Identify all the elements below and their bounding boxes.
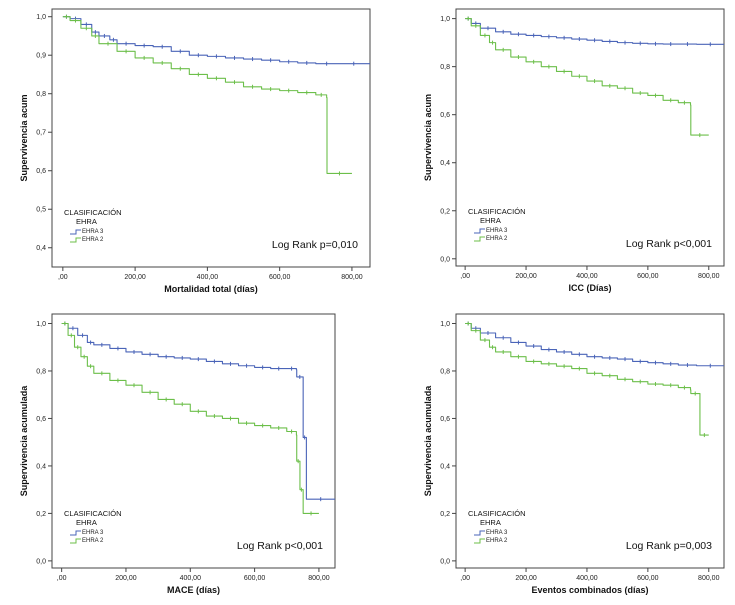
x-tick-label: 600,00	[637, 273, 659, 280]
x-tick-label: 800,00	[308, 575, 330, 582]
legend-swatch	[474, 538, 485, 544]
plot-frame	[51, 8, 371, 268]
log-rank-annotation: Log Rank p<0,001	[626, 238, 712, 250]
x-tick-label: ,00	[57, 575, 67, 582]
plot-frame	[51, 313, 336, 569]
x-tick-label: 400,00	[576, 273, 598, 280]
y-tick-label: 0,0	[440, 558, 450, 565]
legend-label: EHRA 2	[82, 237, 104, 243]
x-tick-label: 600,00	[637, 575, 659, 582]
series-line-ehra-3	[61, 322, 335, 500]
legend-label: EHRA 3	[82, 229, 104, 235]
y-tick-label: 0,4	[440, 463, 450, 470]
legend-swatch	[474, 228, 485, 234]
legend-swatch	[70, 530, 81, 536]
legend-swatch	[70, 237, 81, 243]
x-tick-label: ,00	[460, 273, 470, 280]
series-line-ehra-3	[465, 322, 724, 367]
y-axis-title: Supervivencia acum	[423, 94, 433, 181]
km-chart-2: 0,0 0,2 0,4 0,6 0,8 1,0 ,00 200,00 400,00 600,00 8…	[423, 8, 725, 293]
legend-label: EHRA 2	[486, 236, 508, 242]
legend-title: EHRA	[76, 518, 97, 527]
km-chart-1: 0,4 0,5 0,6 0,7 0,8 0,9 1,0 ,00 200,00 400,00 600,…	[19, 8, 371, 294]
series-line-ehra-2	[465, 18, 709, 136]
legend-label: EHRA 3	[486, 530, 508, 536]
series-line-ehra-2	[61, 322, 319, 514]
y-tick-label: 0,9	[36, 53, 46, 60]
x-tick-label: ,00	[460, 575, 470, 582]
y-axis-title: Supervivencia acumulada	[19, 385, 29, 497]
y-tick-label: 1,0	[36, 14, 46, 21]
y-tick-label: 0,4	[36, 245, 46, 252]
y-axis-title: Supervivencia acumulada	[423, 385, 433, 497]
log-rank-annotation: Log Rank p=0,010	[272, 239, 358, 251]
y-tick-label: 0,6	[36, 168, 46, 175]
x-tick-label: 400,00	[197, 274, 219, 281]
x-tick-label: 200,00	[124, 274, 146, 281]
y-tick-label: 1,0	[36, 321, 46, 328]
x-tick-label: 600,00	[244, 575, 266, 582]
y-tick-label: 0,6	[440, 416, 450, 423]
y-tick-label: 0,0	[440, 256, 450, 263]
y-tick-label: 0,4	[440, 160, 450, 167]
x-tick-label: 200,00	[115, 575, 137, 582]
y-tick-label: 1,0	[440, 321, 450, 328]
km-chart-3: 0,0 0,2 0,4 0,6 0,8 1,0 ,00 200,00 400,00 600,00 8…	[19, 313, 336, 595]
x-tick-label: 800,00	[698, 575, 720, 582]
y-tick-label: 1,0	[440, 16, 450, 23]
y-tick-label: 0,8	[440, 368, 450, 375]
log-rank-annotation: Log Rank p<0,001	[237, 540, 323, 552]
y-tick-label: 0,2	[36, 511, 46, 518]
x-tick-label: 200,00	[515, 575, 537, 582]
x-tick-label: 600,00	[269, 274, 291, 281]
plot-frame	[455, 313, 725, 569]
y-tick-label: 0,8	[36, 368, 46, 375]
legend-label: EHRA 2	[82, 538, 104, 544]
y-tick-label: 0,2	[440, 511, 450, 518]
legend-swatch	[70, 538, 81, 544]
series-line-ehra-3	[465, 18, 724, 45]
y-tick-label: 0,4	[36, 463, 46, 470]
legend-swatch	[474, 530, 485, 536]
y-tick-label: 0,6	[440, 112, 450, 119]
x-tick-label: 800,00	[341, 274, 363, 281]
x-axis-title: Mortalidad total (días)	[164, 284, 258, 294]
legend-title: CLASIFICACIÓN	[64, 208, 122, 217]
y-tick-label: 0,5	[36, 207, 46, 214]
x-tick-label: 400,00	[180, 575, 202, 582]
legend-swatch	[70, 229, 81, 235]
legend-label: EHRA 2	[486, 538, 508, 544]
legend-title: CLASIFICACIÓN	[468, 509, 526, 518]
x-tick-label: ,00	[58, 274, 68, 281]
x-axis-title: MACE (días)	[167, 585, 220, 595]
x-axis-title: ICC (Días)	[568, 283, 611, 293]
y-tick-label: 0,8	[36, 91, 46, 98]
series-line-ehra-2	[465, 322, 709, 436]
x-tick-label: 800,00	[698, 273, 720, 280]
legend-label: EHRA 3	[82, 530, 104, 536]
y-tick-label: 0,7	[36, 130, 46, 137]
x-tick-label: 400,00	[576, 575, 598, 582]
y-tick-label: 0,8	[440, 64, 450, 71]
series-line-ehra-2	[62, 16, 352, 174]
plot-frame	[455, 8, 725, 267]
legend-title: EHRA	[76, 217, 97, 226]
y-tick-label: 0,0	[36, 558, 46, 565]
km-chart-4: 0,0 0,2 0,4 0,6 0,8 1,0 ,00 200,00 400,00 600,00 8…	[423, 313, 725, 595]
legend-title: CLASIFICACIÓN	[468, 207, 526, 216]
y-tick-label: 0,2	[440, 208, 450, 215]
legend-title: CLASIFICACIÓN	[64, 509, 122, 518]
legend-label: EHRA 3	[486, 228, 508, 234]
legend-title: EHRA	[480, 518, 501, 527]
legend-swatch	[474, 236, 485, 242]
log-rank-annotation: Log Rank p=0,003	[626, 540, 712, 552]
x-tick-label: 200,00	[515, 273, 537, 280]
y-tick-label: 0,6	[36, 416, 46, 423]
y-axis-title: Supervivencia acum	[19, 94, 29, 181]
x-axis-title: Eventos combinados (días)	[531, 585, 648, 595]
legend-title: EHRA	[480, 216, 501, 225]
